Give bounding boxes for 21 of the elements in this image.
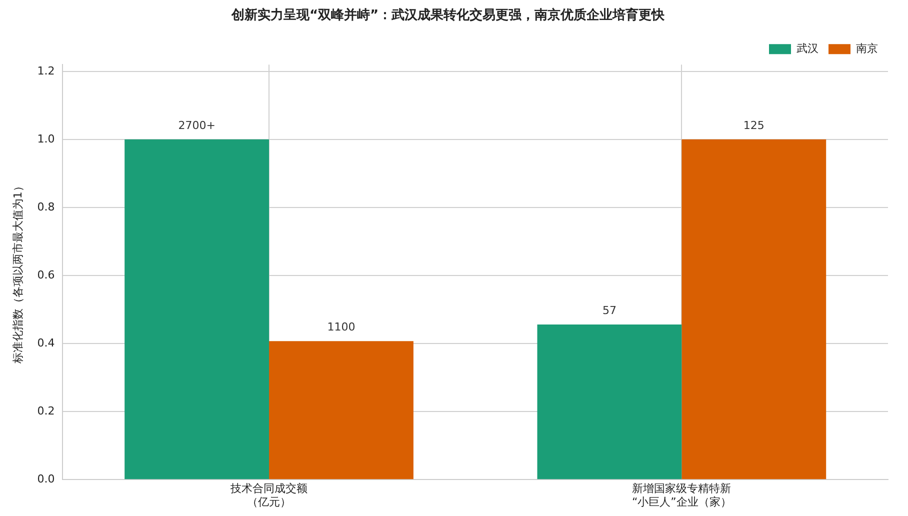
y-tick-label: 0.0 [37, 472, 55, 486]
bar [124, 139, 270, 480]
bar [537, 324, 682, 480]
x-tick-label: 技术合同成交额（亿元） [230, 482, 308, 508]
y-tick-label: 1.0 [37, 132, 55, 146]
bar [682, 139, 826, 480]
y-tick-label: 0.2 [37, 404, 55, 418]
y-tick-label: 0.6 [37, 268, 55, 282]
legend-label: 武汉 [796, 42, 818, 55]
y-tick-label: 1.2 [37, 64, 55, 78]
bar [269, 341, 414, 480]
annotation: 1100 [327, 320, 356, 334]
legend-label: 南京 [856, 42, 878, 55]
y-tick-label: 0.4 [37, 336, 55, 350]
y-tick-label: 0.8 [37, 200, 55, 214]
x-tick-label: 新增国家级专精特新“小巨人”企业（家） [632, 482, 732, 508]
y-axis-title: 标准化指数（各项以两市最大值为1） [11, 180, 24, 365]
annotation: 2700+ [178, 118, 216, 132]
annotation: 57 [602, 304, 616, 317]
annotation: 125 [743, 118, 764, 132]
chart-title: 创新实力呈现“双峰并峙”：武汉成果转化交易更强，南京优质企业培育更快 [230, 7, 666, 24]
